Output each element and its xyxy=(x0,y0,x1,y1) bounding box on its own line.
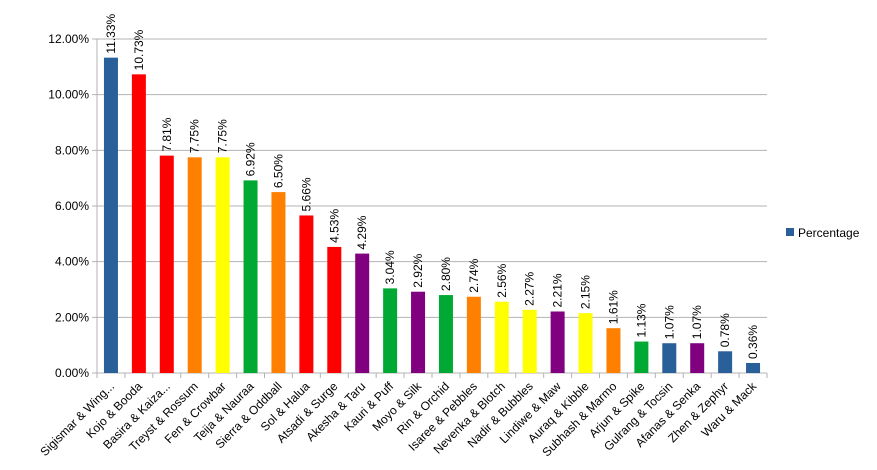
data-label: 3.04% xyxy=(383,250,397,284)
data-label: 1.07% xyxy=(690,305,704,339)
data-label: 0.78% xyxy=(718,313,732,347)
data-label: 0.36% xyxy=(746,325,760,359)
bar xyxy=(215,157,230,373)
bar xyxy=(243,180,258,373)
bar xyxy=(522,309,537,373)
legend: Percentage xyxy=(786,226,860,240)
bar xyxy=(662,343,677,373)
y-tick-label: 12.00% xyxy=(48,32,89,46)
data-label: 2.27% xyxy=(523,271,537,305)
bar xyxy=(746,362,761,373)
bar xyxy=(327,246,342,373)
data-label: 2.74% xyxy=(467,258,481,292)
y-tick-label: 6.00% xyxy=(55,199,89,213)
data-label: 2.56% xyxy=(495,263,509,297)
data-label: 2.21% xyxy=(551,273,565,307)
y-tick-label: 0.00% xyxy=(55,366,89,380)
bar xyxy=(550,311,565,373)
data-label: 6.92% xyxy=(244,142,258,176)
bar xyxy=(271,192,286,373)
y-tick-label: 8.00% xyxy=(55,143,89,157)
data-label: 5.66% xyxy=(299,177,313,211)
data-label: 2.15% xyxy=(579,275,593,309)
y-tick-label: 10.00% xyxy=(48,88,89,102)
data-labels: 11.33% 10.73% 7.81% 7.75% 7.75% 6.92% 6.50% 5.6… xyxy=(104,14,760,359)
bar xyxy=(383,288,398,373)
data-label: 7.81% xyxy=(160,117,174,151)
bar xyxy=(494,301,509,373)
bar xyxy=(606,328,621,373)
bar xyxy=(299,215,314,373)
bar xyxy=(159,155,174,373)
bar xyxy=(466,296,481,373)
legend-swatch xyxy=(786,228,794,236)
data-label: 1.61% xyxy=(606,290,620,324)
data-label: 7.75% xyxy=(188,119,202,153)
bar xyxy=(103,57,118,373)
bar xyxy=(690,343,705,373)
bars xyxy=(103,57,761,374)
y-tick-label: 2.00% xyxy=(55,310,89,324)
data-label: 4.29% xyxy=(355,215,369,249)
data-label: 4.53% xyxy=(327,209,341,243)
data-label: 2.92% xyxy=(411,253,425,287)
data-label: 6.50% xyxy=(271,154,285,188)
bar xyxy=(634,341,649,373)
y-axis: 0.00% 2.00% 4.00% 6.00% 8.00% 10.00% 12.00% xyxy=(48,32,768,380)
legend-label: Percentage xyxy=(798,226,860,240)
bar xyxy=(438,295,453,373)
bar xyxy=(411,291,426,373)
bar xyxy=(187,157,202,373)
data-label: 2.80% xyxy=(439,257,453,291)
data-label: 1.13% xyxy=(634,303,648,337)
bar xyxy=(355,253,370,373)
gridlines xyxy=(92,38,767,374)
data-label: 7.75% xyxy=(216,119,230,153)
data-label: 10.73% xyxy=(132,29,146,70)
y-tick-label: 4.00% xyxy=(55,255,89,269)
bar xyxy=(131,74,146,374)
bar xyxy=(718,351,733,373)
data-label: 11.33% xyxy=(104,14,118,54)
data-label: 1.07% xyxy=(662,305,676,339)
bar xyxy=(578,313,593,373)
